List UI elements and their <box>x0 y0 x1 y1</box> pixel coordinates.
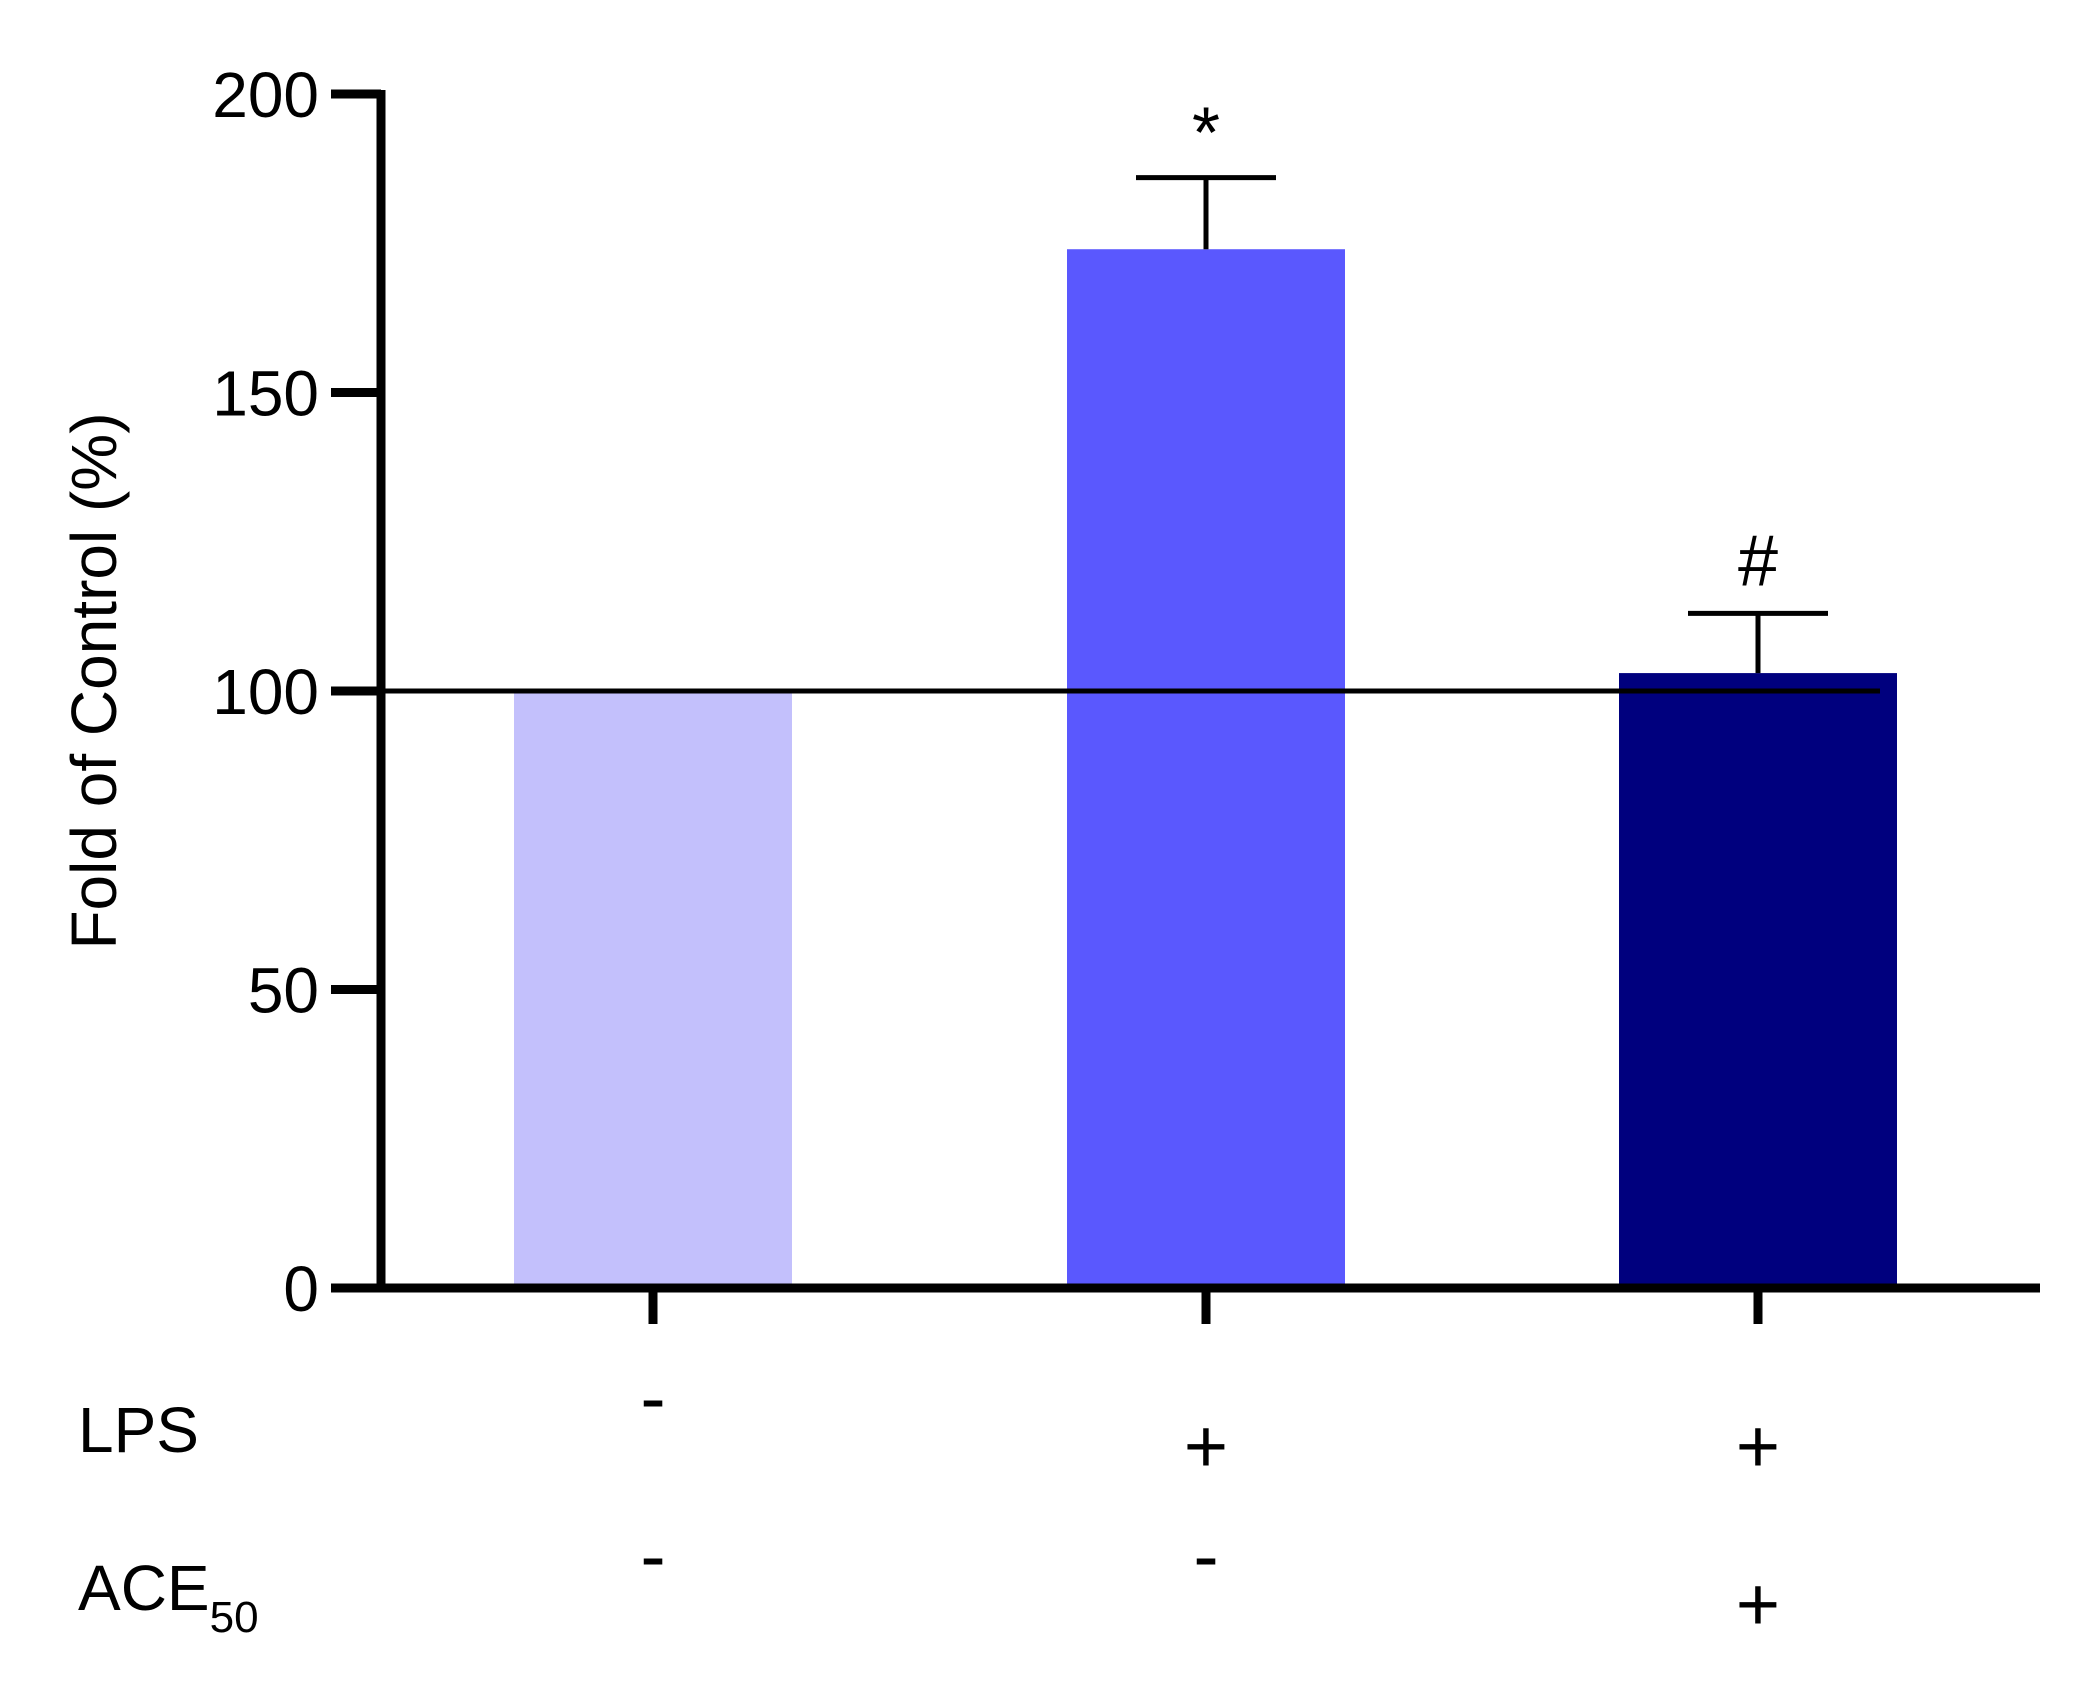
annotations-group: *# <box>1192 94 1778 602</box>
y-tick-label: 50 <box>248 955 319 1027</box>
significance-marker-2: * <box>1192 94 1220 174</box>
error-bars-group <box>1136 175 1828 674</box>
y-tick-label: 100 <box>212 656 319 728</box>
y-ticks-group: 0 50 100 150 200 <box>212 59 381 1325</box>
bar-1 <box>514 691 792 1288</box>
condition-subscript: 50 <box>210 1593 259 1642</box>
y-tick-label: 0 <box>283 1253 319 1325</box>
condition-sign: + <box>1184 1404 1228 1489</box>
y-tick-label: 200 <box>212 59 319 131</box>
condition-table: LPS - + + ACE50 - - + <box>78 1356 1780 1647</box>
y-tick-label: 150 <box>212 358 319 430</box>
significance-marker-3: # <box>1738 521 1778 601</box>
bars-group <box>514 249 1897 1289</box>
bar-3 <box>1619 673 1897 1288</box>
condition-sign: - <box>1193 1514 1218 1599</box>
y-axis-label: Fold of Control (%) <box>58 412 130 949</box>
condition-sign: - <box>640 1514 665 1599</box>
condition-sign: + <box>1736 1562 1780 1647</box>
condition-label-1: LPS <box>78 1394 199 1466</box>
condition-label-2: ACE50 <box>78 1552 259 1642</box>
condition-sign: - <box>640 1356 665 1441</box>
condition-sign: + <box>1736 1404 1780 1489</box>
bar-2 <box>1067 249 1345 1289</box>
